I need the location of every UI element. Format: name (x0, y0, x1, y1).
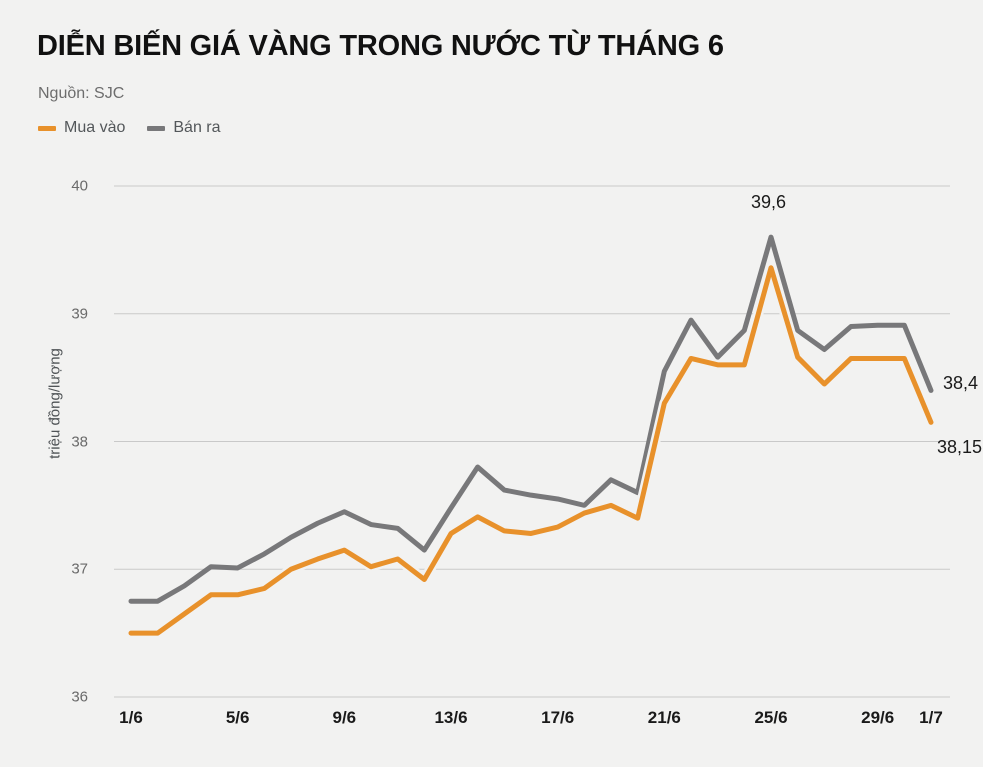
series-halo-buy (126, 262, 936, 639)
y-tick-label: 40 (71, 177, 88, 195)
y-tick-label: 38 (71, 433, 88, 450)
legend-swatch-sell (147, 125, 166, 131)
x-tick-label: 9/6 (332, 708, 357, 727)
y-tick-label: 36 (71, 688, 88, 706)
x-tick-label: 29/6 (861, 708, 895, 727)
x-tick-label: 13/6 (434, 708, 468, 727)
data-label: 38,4 (943, 373, 979, 394)
legend-item-buy: Mua vào (38, 119, 125, 137)
series-line-buy (128, 265, 934, 636)
data-label: 38,15 (937, 437, 983, 458)
legend-item-sell: Bán ra (147, 119, 221, 137)
x-tick-label: 5/6 (225, 708, 250, 727)
legend-swatch-buy (38, 125, 56, 131)
y-tick-label: 37 (71, 560, 88, 578)
x-tick-label: 1/6 (119, 708, 143, 727)
series-line-sell (128, 234, 934, 604)
y-axis-ticks: 36 37 38 39 40 (52, 0, 88, 767)
x-tick-label: 25/6 (754, 708, 788, 727)
data-label: 39,6 (751, 192, 787, 213)
source-label: Nguồn: SJC (38, 85, 125, 102)
legend-label-buy: Mua vào (64, 119, 126, 136)
x-tick-label: 1/7 (919, 708, 943, 727)
y-tick-label: 39 (71, 305, 88, 323)
legend-label-sell: Bán ra (173, 119, 221, 136)
chart-legend: Mua vào Bán ra (38, 119, 221, 137)
x-tick-label: 21/6 (647, 708, 681, 727)
x-tick-label: 17/6 (541, 708, 575, 727)
page-title: DIỄN BIẾN GIÁ VÀNG TRONG NƯỚC TỪ THÁNG 6 (37, 30, 724, 62)
